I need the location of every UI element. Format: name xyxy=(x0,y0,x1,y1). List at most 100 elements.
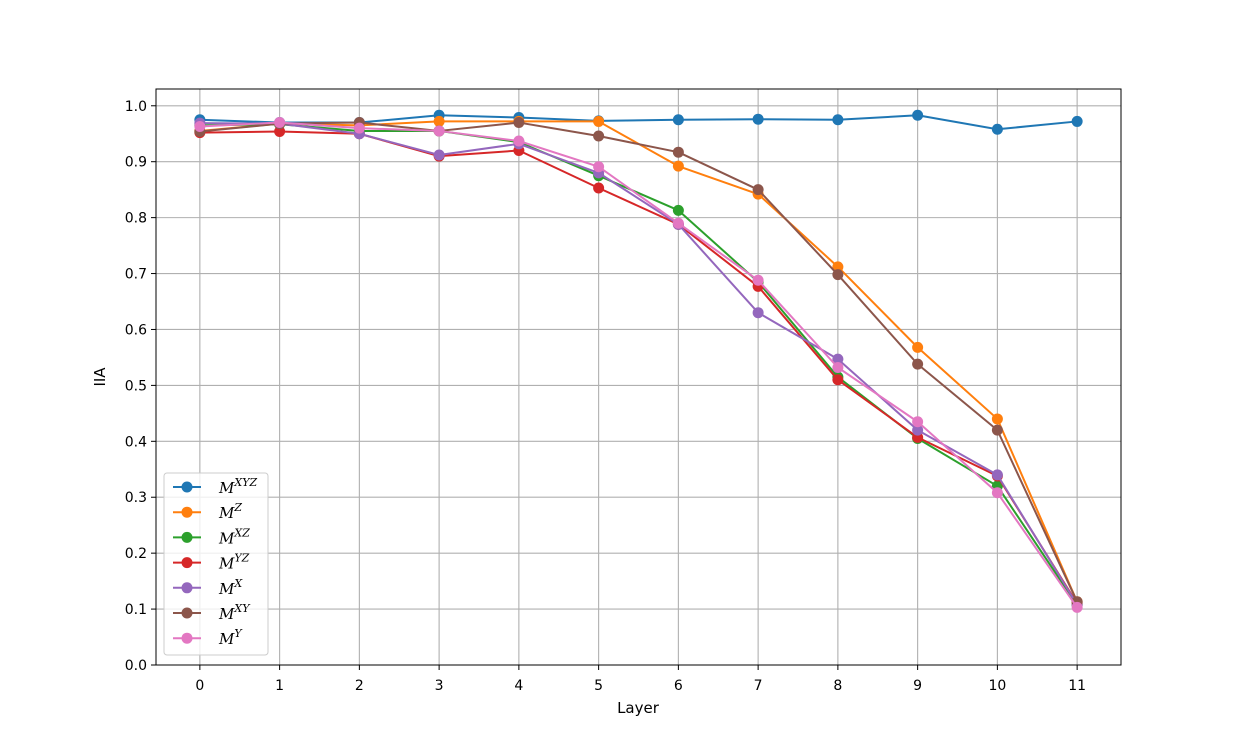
data-point xyxy=(752,307,764,319)
data-point xyxy=(991,469,1003,481)
data-point xyxy=(832,261,844,273)
data-point xyxy=(912,341,924,353)
legend-marker xyxy=(181,506,193,518)
data-point xyxy=(593,161,605,173)
series-line xyxy=(199,122,1078,606)
series-line xyxy=(199,130,1078,605)
data-point xyxy=(1071,115,1083,127)
y-tick-label: 0.2 xyxy=(125,546,147,562)
data-point xyxy=(991,424,1003,436)
legend-marker xyxy=(181,607,193,619)
series-line xyxy=(199,121,1078,608)
legend-item: MX xyxy=(173,577,243,598)
x-tick-label: 2 xyxy=(355,678,364,694)
x-tick-label: 0 xyxy=(195,678,204,694)
y-tick-label: 0.1 xyxy=(125,602,147,618)
legend-label: MY xyxy=(218,627,243,648)
x-tick-label: 11 xyxy=(1068,678,1086,694)
data-point xyxy=(991,413,1003,425)
data-point xyxy=(832,361,844,373)
grid xyxy=(156,89,1121,666)
y-tick-label: 0.0 xyxy=(125,658,147,674)
plot-frame xyxy=(155,88,1122,666)
legend-marker xyxy=(181,481,193,493)
legend-label-superscript: Z xyxy=(233,501,242,514)
legend-item: MZ xyxy=(173,501,242,522)
x-tick-label: 8 xyxy=(833,678,842,694)
data-point xyxy=(672,146,684,158)
legend-marker xyxy=(181,557,193,569)
legend-label-superscript: XZ xyxy=(233,526,250,539)
legend-label-superscript: XY xyxy=(233,602,251,615)
legend-label: MXYZ xyxy=(218,476,257,497)
y-axis: 0.0 0.1 0.2 0.3 0.4 0.5 0.6 0.7 0.8 0.9 1.0 xyxy=(125,99,156,674)
data-point xyxy=(752,113,764,125)
series-y xyxy=(194,117,1083,613)
data-point xyxy=(752,184,764,196)
legend-label-base: M xyxy=(218,479,235,497)
y-tick-label: 0.4 xyxy=(125,434,147,450)
legend-label-superscript: YZ xyxy=(234,552,249,565)
legend-label-superscript: X xyxy=(233,577,243,590)
series-line xyxy=(199,123,1078,606)
legend-label-base: M xyxy=(218,555,235,573)
data-point xyxy=(912,424,924,436)
legend-label: MXZ xyxy=(218,526,250,547)
x-tick-label: 9 xyxy=(913,678,922,694)
data-point xyxy=(912,109,924,121)
x-tick-label: 3 xyxy=(435,678,444,694)
y-tick-label: 0.6 xyxy=(125,322,147,338)
legend-item: MXY xyxy=(173,602,251,623)
data-point xyxy=(433,115,445,127)
x-tick-label: 7 xyxy=(754,678,763,694)
legend-item: MY xyxy=(173,627,243,648)
data-point xyxy=(991,487,1003,499)
legend-item: MYZ xyxy=(173,552,250,573)
data-point xyxy=(832,269,844,281)
legend-label-base: M xyxy=(218,630,235,648)
y-axis-label: IIA xyxy=(91,367,109,387)
legend-label-base: M xyxy=(218,529,235,547)
x-axis-label: Layer xyxy=(617,699,660,717)
legend-marker xyxy=(181,582,193,594)
data-point xyxy=(832,353,844,365)
x-tick-label: 6 xyxy=(674,678,683,694)
legend-label-base: M xyxy=(218,605,235,623)
y-tick-label: 0.5 xyxy=(125,378,147,394)
legend-label-superscript: Y xyxy=(234,627,243,640)
data-point xyxy=(1071,601,1083,613)
legend-label-base: M xyxy=(218,580,235,598)
x-tick-label: 4 xyxy=(514,678,523,694)
data-point xyxy=(513,135,525,147)
data-point xyxy=(672,114,684,126)
legend-item: MXYZ xyxy=(173,476,257,497)
data-point xyxy=(672,204,684,216)
y-tick-label: 0.9 xyxy=(125,155,147,171)
y-tick-label: 0.7 xyxy=(125,267,147,283)
legend-box xyxy=(163,472,269,656)
data-point xyxy=(752,274,764,286)
data-point xyxy=(513,117,525,129)
data-point xyxy=(433,149,445,161)
y-tick-label: 0.3 xyxy=(125,490,147,506)
legend-item: MXZ xyxy=(173,526,250,547)
data-point xyxy=(593,115,605,127)
legend-label: MYZ xyxy=(218,552,250,573)
legend-label-base: M xyxy=(218,504,235,522)
series-line xyxy=(199,121,1079,603)
legend-marker xyxy=(181,531,193,543)
legend-label: MZ xyxy=(218,501,242,522)
y-tick-label: 1.0 xyxy=(125,99,147,115)
data-point xyxy=(991,123,1003,135)
x-axis: 0 1 2 3 4 5 6 7 8 9 10 11 xyxy=(195,665,1086,694)
data-point xyxy=(353,122,365,134)
data-point xyxy=(593,182,605,194)
data-point xyxy=(433,125,445,137)
data-point xyxy=(912,416,924,428)
data-point xyxy=(832,374,844,386)
x-tick-label: 5 xyxy=(594,678,603,694)
x-tick-label: 1 xyxy=(275,678,284,694)
data-point xyxy=(194,120,206,132)
